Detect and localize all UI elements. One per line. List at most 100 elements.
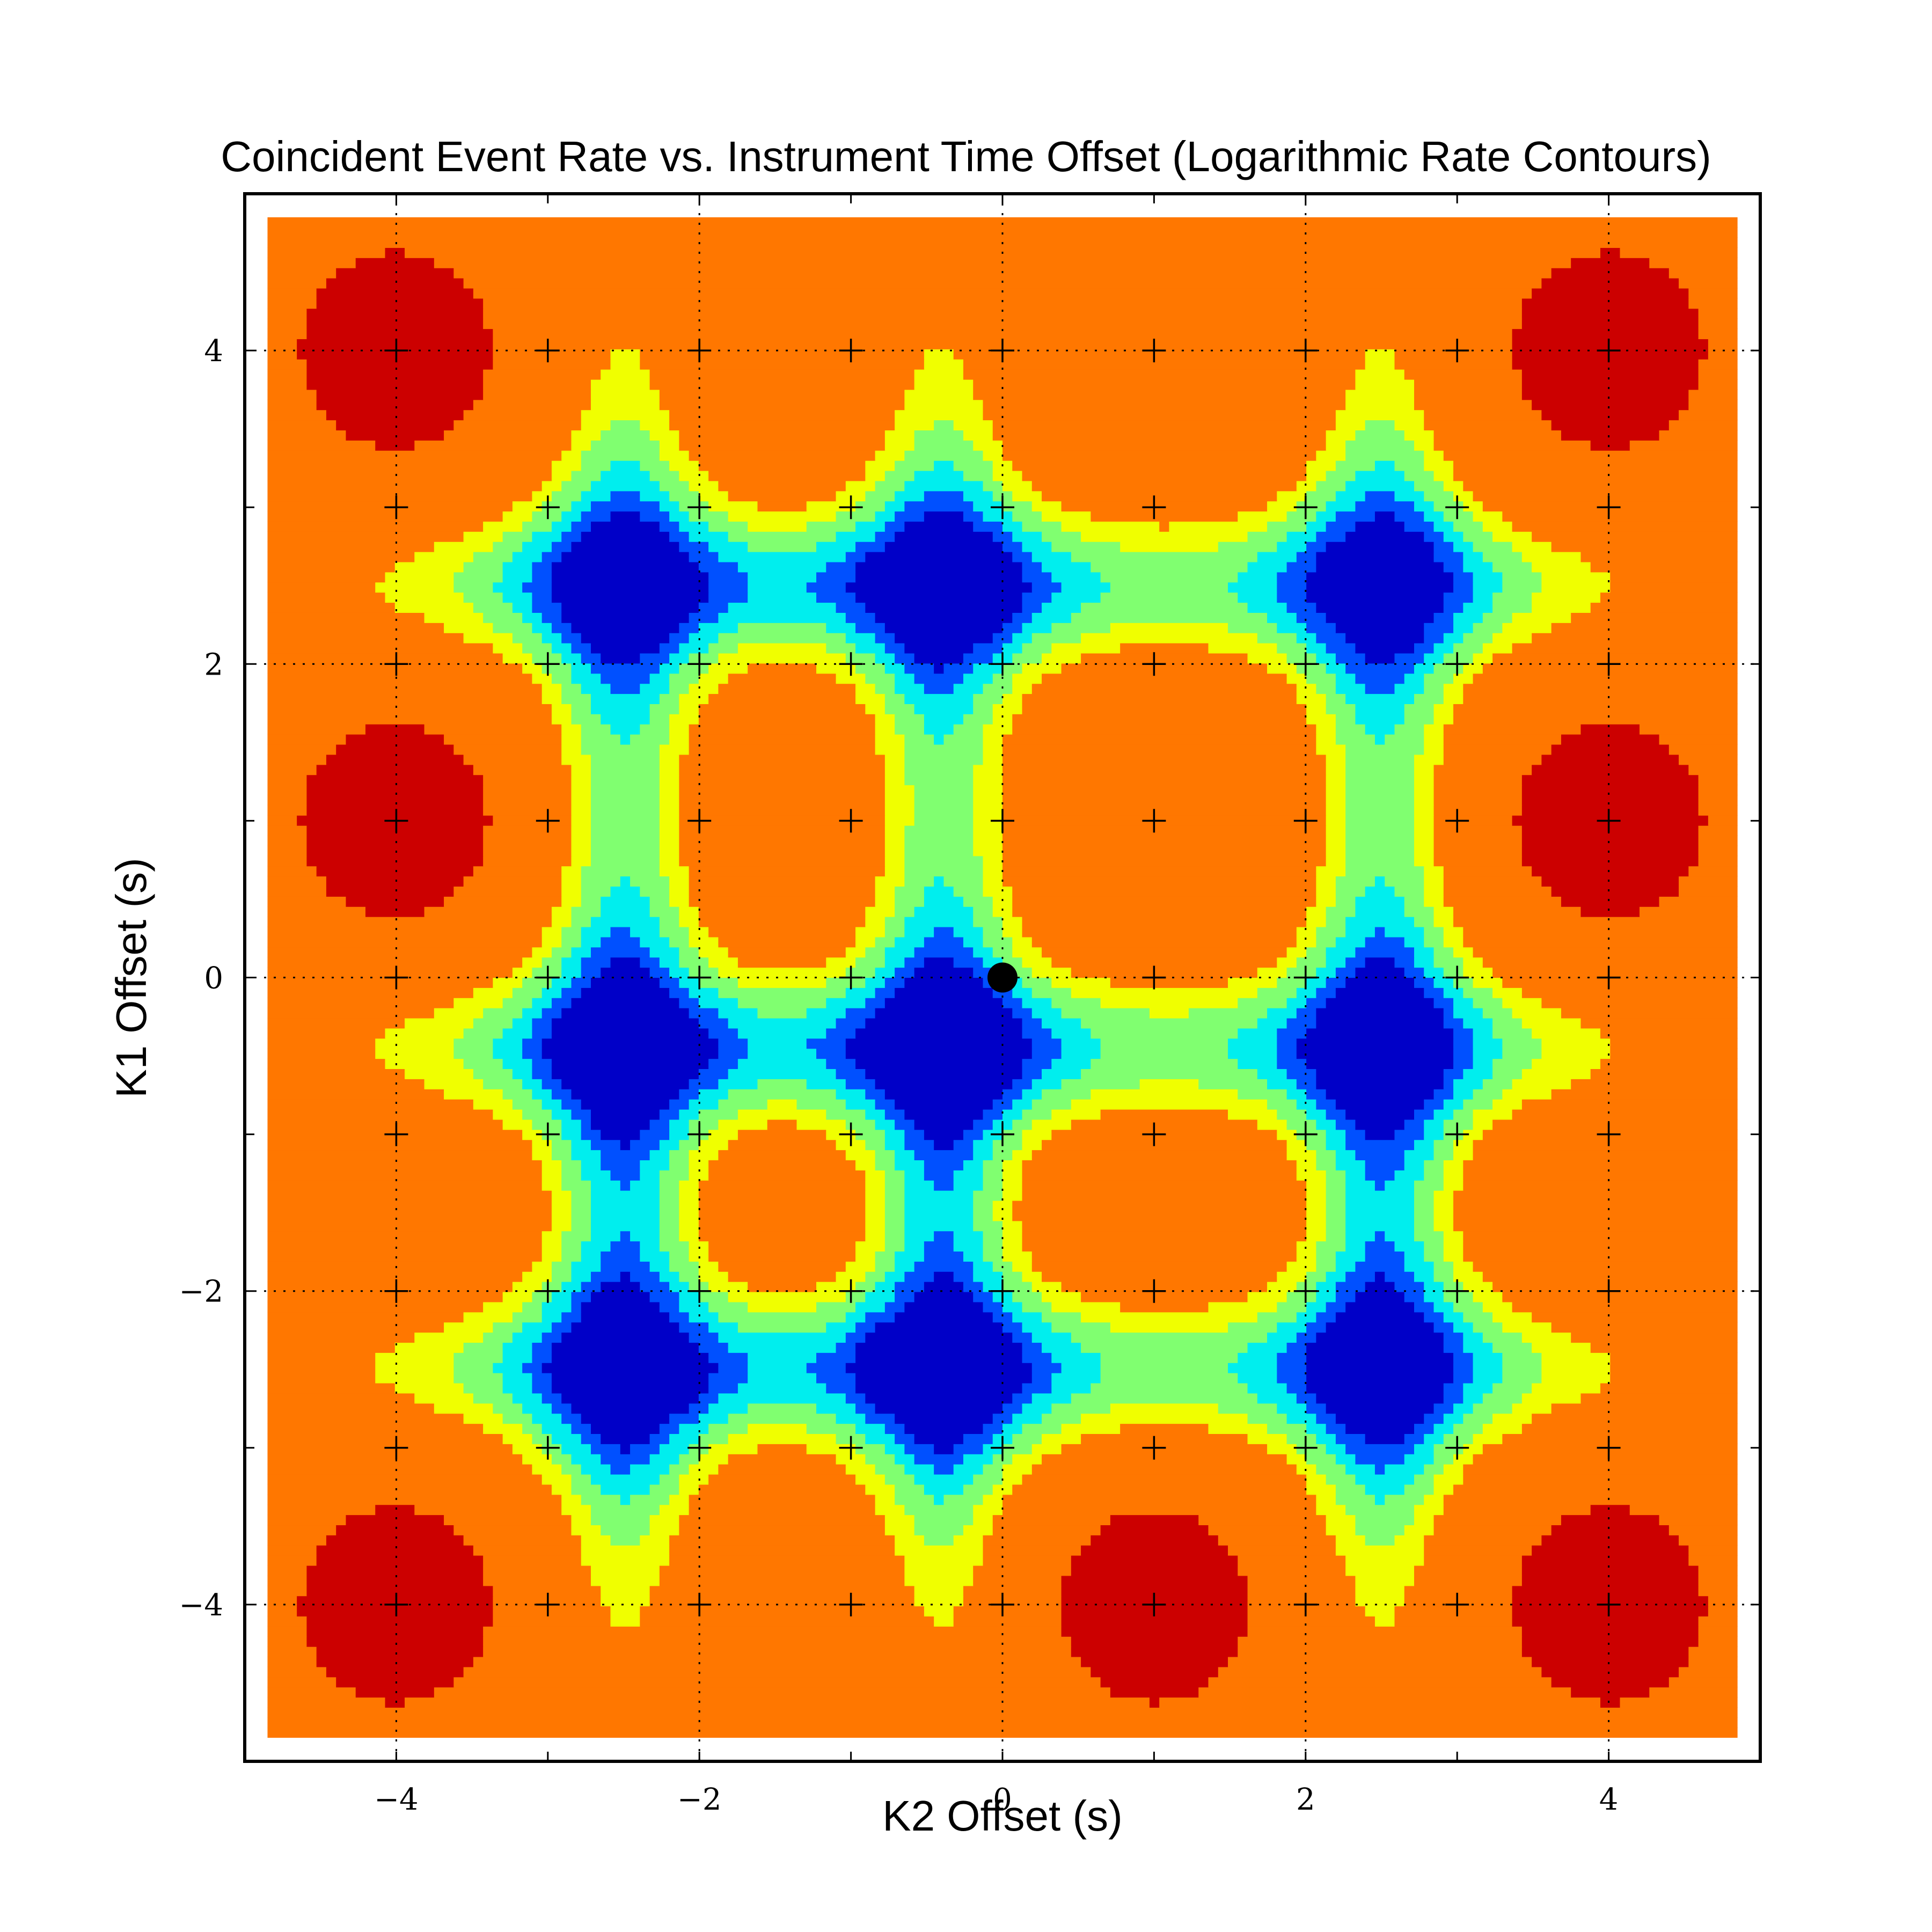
contour-band-cell: [1022, 1169, 1297, 1181]
contour-band-cell: [424, 1078, 484, 1089]
contour-band-cell: [934, 663, 945, 674]
chart-title: Coincident Event Rate vs. Instrument Tim…: [221, 133, 1711, 180]
contour-band-cell: [1414, 1190, 1435, 1201]
contour-band-cell: [1453, 1028, 1474, 1039]
contour-band-cell: [1345, 835, 1415, 846]
contour-band-cell: [581, 723, 611, 735]
contour-band-cell: [601, 1585, 650, 1597]
contour-band-cell: [1473, 1139, 1738, 1151]
contour-band-cell: [884, 1514, 915, 1526]
contour-band-cell: [737, 561, 827, 573]
contour-band-cell: [1296, 1078, 1317, 1089]
contour-band-cell: [708, 926, 856, 938]
contour-band-cell: [1679, 885, 1738, 897]
contour-band-cell: [1424, 1119, 1444, 1130]
contour-band-cell: [934, 1463, 954, 1475]
contour-band-cell: [963, 673, 993, 684]
contour-band-cell: [1031, 480, 1297, 492]
contour-band-cell: [620, 1271, 631, 1282]
contour-band-cell: [826, 1382, 856, 1394]
contour-band-cell: [561, 531, 582, 542]
contour-band-cell: [267, 622, 444, 633]
contour-band-cell: [541, 1474, 572, 1485]
contour-band-cell: [845, 1119, 876, 1130]
contour-band-cell: [1433, 977, 1454, 988]
contour-band-cell: [698, 1342, 729, 1353]
contour-band-cell: [1453, 470, 1738, 481]
contour-band-cell: [659, 440, 680, 451]
contour-band-cell: [1453, 1271, 1483, 1282]
contour-band-cell: [1424, 1291, 1444, 1302]
contour-band-cell: [1335, 511, 1375, 522]
contour-band-cell: [1433, 1443, 1464, 1454]
contour-band-cell: [1306, 703, 1327, 714]
contour-band-cell: [1345, 1210, 1415, 1221]
contour-band-cell: [640, 683, 670, 694]
contour-band-cell: [669, 734, 690, 745]
contour-band-cell: [1365, 358, 1395, 370]
contour-band-cell: [1688, 399, 1738, 411]
contour-band-cell: [649, 967, 670, 978]
contour-band-cell: [1424, 673, 1454, 684]
contour-band-cell: [610, 420, 641, 430]
contour-band-cell: [689, 1251, 709, 1262]
contour-band-cell: [1473, 572, 1503, 583]
contour-band-cell: [1316, 734, 1336, 745]
contour-band-cell: [541, 1078, 562, 1089]
contour-band-cell: [1002, 1231, 1023, 1242]
contour-band-cell: [1355, 1514, 1415, 1526]
contour-band-cell: [1433, 551, 1464, 562]
contour-band-cell: [610, 957, 641, 968]
contour-band-cell: [1326, 1514, 1356, 1526]
contour-band-cell: [1335, 1261, 1356, 1272]
contour-band-cell: [591, 663, 660, 674]
contour-band-cell: [718, 987, 846, 998]
sample-marker: [839, 1592, 863, 1616]
contour-band-cell: [267, 1301, 484, 1313]
contour-band-cell: [1002, 622, 1023, 633]
contour-band-cell: [483, 785, 572, 795]
contour-band-cell: [669, 1099, 690, 1110]
contour-band-cell: [689, 1312, 719, 1323]
contour-band-cell: [1453, 1301, 1483, 1313]
contour-band-cell: [394, 561, 464, 573]
contour-band-cell: [884, 804, 915, 816]
contour-band-cell: [1414, 916, 1435, 927]
contour-band-cell: [1463, 561, 1493, 573]
contour-band-cell: [1433, 835, 1523, 846]
contour-band-cell: [453, 582, 494, 593]
contour-band-cell: [267, 1626, 308, 1637]
contour-band-cell: [826, 957, 856, 968]
contour-band-cell: [571, 521, 591, 532]
contour-band-cell: [551, 521, 572, 532]
contour-band-cell: [698, 703, 866, 714]
contour-band-cell: [914, 1150, 974, 1161]
contour-band-cell: [1247, 1575, 1356, 1586]
contour-band-cell: [1277, 541, 1307, 552]
sample-marker: [384, 1592, 408, 1616]
contour-band-cell: [1326, 1474, 1356, 1485]
contour-band-cell: [1404, 1261, 1435, 1272]
contour-band-cell: [924, 683, 954, 694]
contour-band-cell: [326, 277, 464, 289]
contour-band-cell: [493, 1606, 611, 1617]
contour-band-cell: [1286, 1150, 1317, 1161]
contour-band-cell: [1296, 1251, 1317, 1262]
contour-band-cell: [551, 1200, 572, 1211]
contour-band-cell: [1238, 572, 1278, 583]
contour-band-cell: [1296, 1443, 1327, 1454]
contour-band-cell: [620, 1231, 631, 1242]
contour-band-cell: [1316, 1413, 1336, 1424]
contour-band-cell: [1316, 1504, 1346, 1516]
contour-band-cell: [875, 987, 895, 998]
contour-band-cell: [1345, 1555, 1425, 1566]
contour-band-cell: [1473, 1150, 1738, 1161]
contour-band-cell: [267, 1403, 435, 1414]
contour-band-cell: [267, 1007, 435, 1019]
contour-band-cell: [267, 855, 308, 867]
contour-band-cell: [1296, 612, 1327, 623]
contour-band-cell: [267, 440, 376, 451]
contour-band-cell: [561, 754, 591, 765]
contour-band-cell: [502, 572, 533, 583]
contour-band-cell: [444, 1088, 503, 1100]
